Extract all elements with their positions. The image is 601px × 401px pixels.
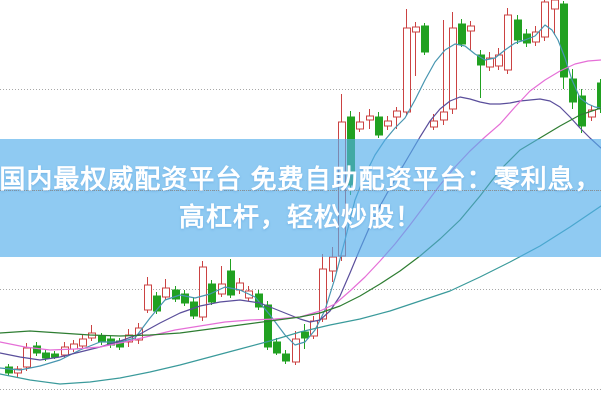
candle bbox=[301, 324, 309, 349]
candle-body bbox=[301, 331, 309, 339]
candle-body bbox=[486, 57, 494, 68]
candle-body bbox=[356, 121, 364, 130]
candle-body bbox=[541, 1, 549, 38]
candle-body bbox=[514, 19, 522, 41]
candle bbox=[551, 0, 559, 35]
candle-body bbox=[264, 304, 272, 348]
candle bbox=[449, 12, 457, 114]
candle-body bbox=[227, 270, 235, 296]
candle-body bbox=[153, 295, 161, 312]
promo-banner-overlay bbox=[0, 139, 601, 257]
candle bbox=[588, 105, 596, 121]
candle-body bbox=[551, 0, 559, 10]
candle-body bbox=[458, 23, 466, 45]
candle-body bbox=[449, 27, 457, 110]
candle-body bbox=[430, 120, 438, 128]
candle-body bbox=[255, 293, 263, 308]
candle-body bbox=[366, 115, 374, 121]
candle bbox=[403, 9, 411, 116]
candle bbox=[393, 107, 401, 129]
candle bbox=[560, 1, 568, 89]
candle bbox=[218, 266, 226, 297]
candle bbox=[514, 15, 522, 44]
candles-layer bbox=[5, 0, 601, 377]
candle bbox=[486, 52, 494, 71]
candle bbox=[440, 20, 448, 125]
candle bbox=[504, 8, 512, 74]
candle bbox=[467, 21, 475, 50]
candle bbox=[227, 259, 235, 298]
candle-body bbox=[162, 287, 170, 298]
candle-body bbox=[14, 368, 22, 374]
candle-body bbox=[560, 3, 568, 78]
candle bbox=[282, 350, 290, 364]
candle bbox=[523, 29, 531, 47]
banner-text-line1: 国内最权威配资平台 免费自助配资平台：零利息， bbox=[0, 164, 601, 194]
candle bbox=[181, 290, 189, 306]
candle bbox=[153, 292, 161, 314]
candle-body bbox=[199, 266, 207, 318]
candle-body bbox=[504, 14, 512, 71]
gridline-over-banner bbox=[0, 190, 601, 191]
candle-body bbox=[70, 343, 78, 350]
candle bbox=[384, 116, 392, 130]
candle-body bbox=[42, 352, 50, 359]
candle bbox=[172, 286, 180, 302]
candle-body bbox=[61, 346, 69, 356]
candle bbox=[495, 48, 503, 70]
candle-body bbox=[319, 268, 327, 320]
candle-body bbox=[384, 120, 392, 127]
candle bbox=[88, 325, 96, 341]
candle bbox=[144, 277, 152, 313]
candle-body bbox=[597, 82, 601, 110]
candle-body bbox=[292, 338, 300, 363]
candle-body bbox=[172, 289, 180, 300]
candle-body bbox=[467, 25, 475, 32]
banner-text-line2: 高杠杆，轻松炒股！ bbox=[178, 202, 422, 232]
candle-body bbox=[403, 27, 411, 113]
candle-body bbox=[5, 366, 13, 374]
candle bbox=[255, 290, 263, 310]
candle-body bbox=[181, 293, 189, 304]
candle bbox=[319, 254, 327, 322]
candle bbox=[33, 342, 41, 356]
candle-body bbox=[51, 353, 59, 358]
candle bbox=[199, 261, 207, 321]
candle-body bbox=[79, 338, 87, 347]
candle-body bbox=[375, 116, 383, 136]
candle-body bbox=[578, 95, 586, 127]
ma-magenta bbox=[0, 59, 601, 351]
candle-body bbox=[523, 33, 531, 44]
candle-body bbox=[144, 284, 152, 311]
candle bbox=[14, 366, 22, 377]
candle-body bbox=[33, 345, 41, 354]
candle-body bbox=[588, 109, 596, 118]
candle bbox=[458, 19, 466, 47]
promo-banner-text: 国内最权威配资平台 免费自助配资平台：零利息， 高杠杆，轻松炒股！ bbox=[0, 139, 601, 257]
candle bbox=[375, 112, 383, 138]
candle bbox=[70, 340, 78, 352]
ma-slow-teal bbox=[0, 205, 601, 385]
candle bbox=[541, 0, 549, 41]
candle bbox=[273, 338, 281, 355]
candle bbox=[79, 335, 87, 349]
candle bbox=[292, 331, 300, 365]
candle-body bbox=[282, 353, 290, 362]
candle-body bbox=[412, 26, 420, 33]
candle-body bbox=[273, 341, 281, 354]
candle bbox=[412, 22, 420, 76]
candle-body bbox=[393, 110, 401, 118]
candle-body bbox=[421, 25, 429, 53]
candle bbox=[5, 364, 13, 376]
candle bbox=[578, 89, 586, 133]
candle bbox=[356, 112, 364, 132]
candle-body bbox=[329, 256, 337, 272]
candle bbox=[366, 109, 374, 129]
candle-body bbox=[98, 335, 106, 343]
candle bbox=[162, 279, 170, 300]
candle bbox=[421, 23, 429, 55]
candle-body bbox=[440, 111, 448, 121]
